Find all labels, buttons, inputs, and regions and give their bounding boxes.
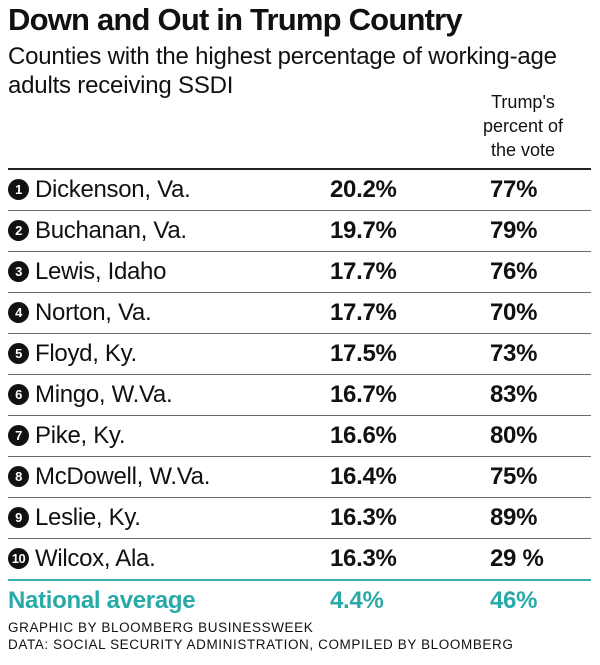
graphic-credit: GRAPHIC BY BLOOMBERG BUSINESSWEEK xyxy=(8,620,314,635)
trump-vote-percent: 29 % xyxy=(490,545,544,572)
vote-column-header: Trump's percent of the vote xyxy=(482,92,564,160)
county-name: Dickenson, Va. xyxy=(35,176,191,203)
rank-badge: 2 xyxy=(8,220,29,241)
table-row: 10 Wilcox, Ala. 16.3% 29 % xyxy=(8,539,591,580)
trump-vote-percent: 76% xyxy=(490,258,538,285)
county-name: Lewis, Idaho xyxy=(35,258,167,285)
ssdi-percent: 17.5% xyxy=(330,340,397,367)
county-name: Norton, Va. xyxy=(35,299,152,326)
table-row: 3 Lewis, Idaho 17.7% 76% xyxy=(8,252,591,293)
table-row: 9 Leslie, Ky. 16.3% 89% xyxy=(8,498,591,539)
ssdi-percent: 19.7% xyxy=(330,217,397,244)
trump-vote-percent: 80% xyxy=(490,422,538,449)
national-average-ssdi: 4.4% xyxy=(330,587,384,614)
table-row: 8 McDowell, W.Va. 16.4% 75% xyxy=(8,457,591,498)
ssdi-percent: 17.7% xyxy=(330,299,397,326)
table-row: 1 Dickenson, Va. 20.2% 77% xyxy=(8,170,591,211)
rank-badge: 3 xyxy=(8,261,29,282)
table-row: 7 Pike, Ky. 16.6% 80% xyxy=(8,416,591,457)
trump-vote-percent: 70% xyxy=(490,299,538,326)
national-average-label: National average xyxy=(8,587,196,614)
chart-subtitle: Counties with the highest percentage of … xyxy=(8,43,557,99)
national-average-row: National average 4.4% 46% xyxy=(8,579,591,623)
rank-badge: 1 xyxy=(8,179,29,200)
ssdi-percent: 16.7% xyxy=(330,381,397,408)
trump-vote-percent: 83% xyxy=(490,381,538,408)
ssdi-percent: 20.2% xyxy=(330,176,397,203)
ssdi-percent: 16.3% xyxy=(330,545,397,572)
county-name: Floyd, Ky. xyxy=(35,340,137,367)
table-row: 2 Buchanan, Va. 19.7% 79% xyxy=(8,211,591,252)
data-source: DATA: SOCIAL SECURITY ADMINISTRATION, CO… xyxy=(8,637,514,652)
ssdi-percent: 16.3% xyxy=(330,504,397,531)
trump-vote-percent: 89% xyxy=(490,504,538,531)
county-name: Leslie, Ky. xyxy=(35,504,141,531)
rank-badge: 8 xyxy=(8,466,29,487)
rank-badge: 10 xyxy=(8,548,29,569)
ssdi-percent: 16.6% xyxy=(330,422,397,449)
rank-badge: 5 xyxy=(8,343,29,364)
table-row: 5 Floyd, Ky. 17.5% 73% xyxy=(8,334,591,375)
credits: GRAPHIC BY BLOOMBERG BUSINESSWEEK DATA: … xyxy=(8,619,514,653)
table-row: 6 Mingo, W.Va. 16.7% 83% xyxy=(8,375,591,416)
county-name: Wilcox, Ala. xyxy=(35,545,156,572)
trump-vote-percent: 79% xyxy=(490,217,538,244)
county-name: Buchanan, Va. xyxy=(35,217,187,244)
trump-vote-percent: 75% xyxy=(490,463,538,490)
national-average-vote: 46% xyxy=(490,587,538,614)
county-name: Mingo, W.Va. xyxy=(35,381,173,408)
table-top-rule xyxy=(8,168,591,170)
county-name: Pike, Ky. xyxy=(35,422,126,449)
trump-vote-percent: 77% xyxy=(490,176,538,203)
ssdi-percent: 17.7% xyxy=(330,258,397,285)
rank-badge: 9 xyxy=(8,507,29,528)
rank-badge: 4 xyxy=(8,302,29,323)
county-name: McDowell, W.Va. xyxy=(35,463,211,490)
chart-title: Down and Out in Trump Country xyxy=(8,2,463,37)
ssdi-percent: 16.4% xyxy=(330,463,397,490)
trump-vote-percent: 73% xyxy=(490,340,538,367)
table-row: 4 Norton, Va. 17.7% 70% xyxy=(8,293,591,334)
data-table: 1 Dickenson, Va. 20.2% 77% 2 Buchanan, Va. 19.… xyxy=(8,170,591,623)
rank-badge: 7 xyxy=(8,425,29,446)
rank-badge: 6 xyxy=(8,384,29,405)
